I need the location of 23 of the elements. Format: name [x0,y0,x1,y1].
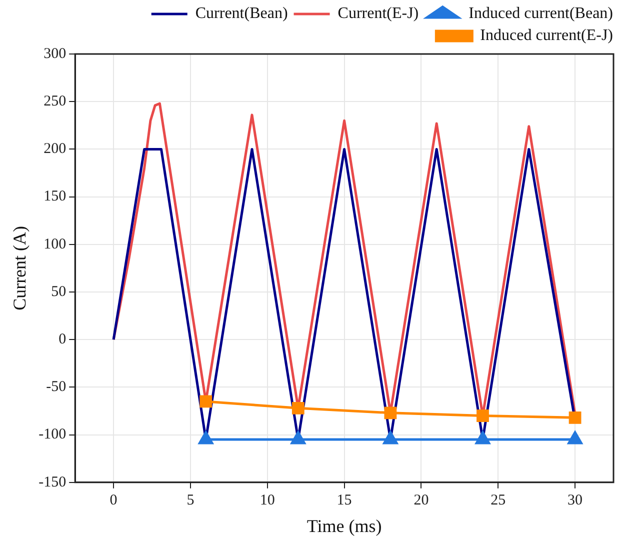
x-axis-title: Time (ms) [306,516,382,536]
legend-label: Induced current(Bean) [468,5,614,22]
y-tick-label: 250 [44,94,66,110]
y-tick-label: 300 [44,46,66,62]
y-tick-label: 50 [51,284,66,300]
x-tick-label: 5 [186,492,194,508]
y-tick-label: 150 [44,188,66,205]
y-tick-label: -150 [38,474,66,490]
legend-label: Induced current(E-J) [480,27,614,44]
y-tick-label: -50 [46,379,66,396]
x-tick-label: 25 [490,492,506,508]
x-tick-label: 15 [336,492,352,508]
x-tick-label: 0 [110,492,118,508]
y-tick-label: 0 [58,332,66,348]
x-tick-label: 30 [568,492,583,508]
y-axis-title: Current (A) [10,226,30,310]
y-tick-label: 100 [44,236,66,252]
x-tick-label: 20 [414,492,429,508]
y-tick-label: 200 [44,141,66,158]
legend-label: Current(Bean) [195,5,288,22]
x-tick-label: 10 [260,492,275,508]
legend-label: Current(E-J) [338,5,419,22]
y-tick-label: -100 [38,426,66,443]
